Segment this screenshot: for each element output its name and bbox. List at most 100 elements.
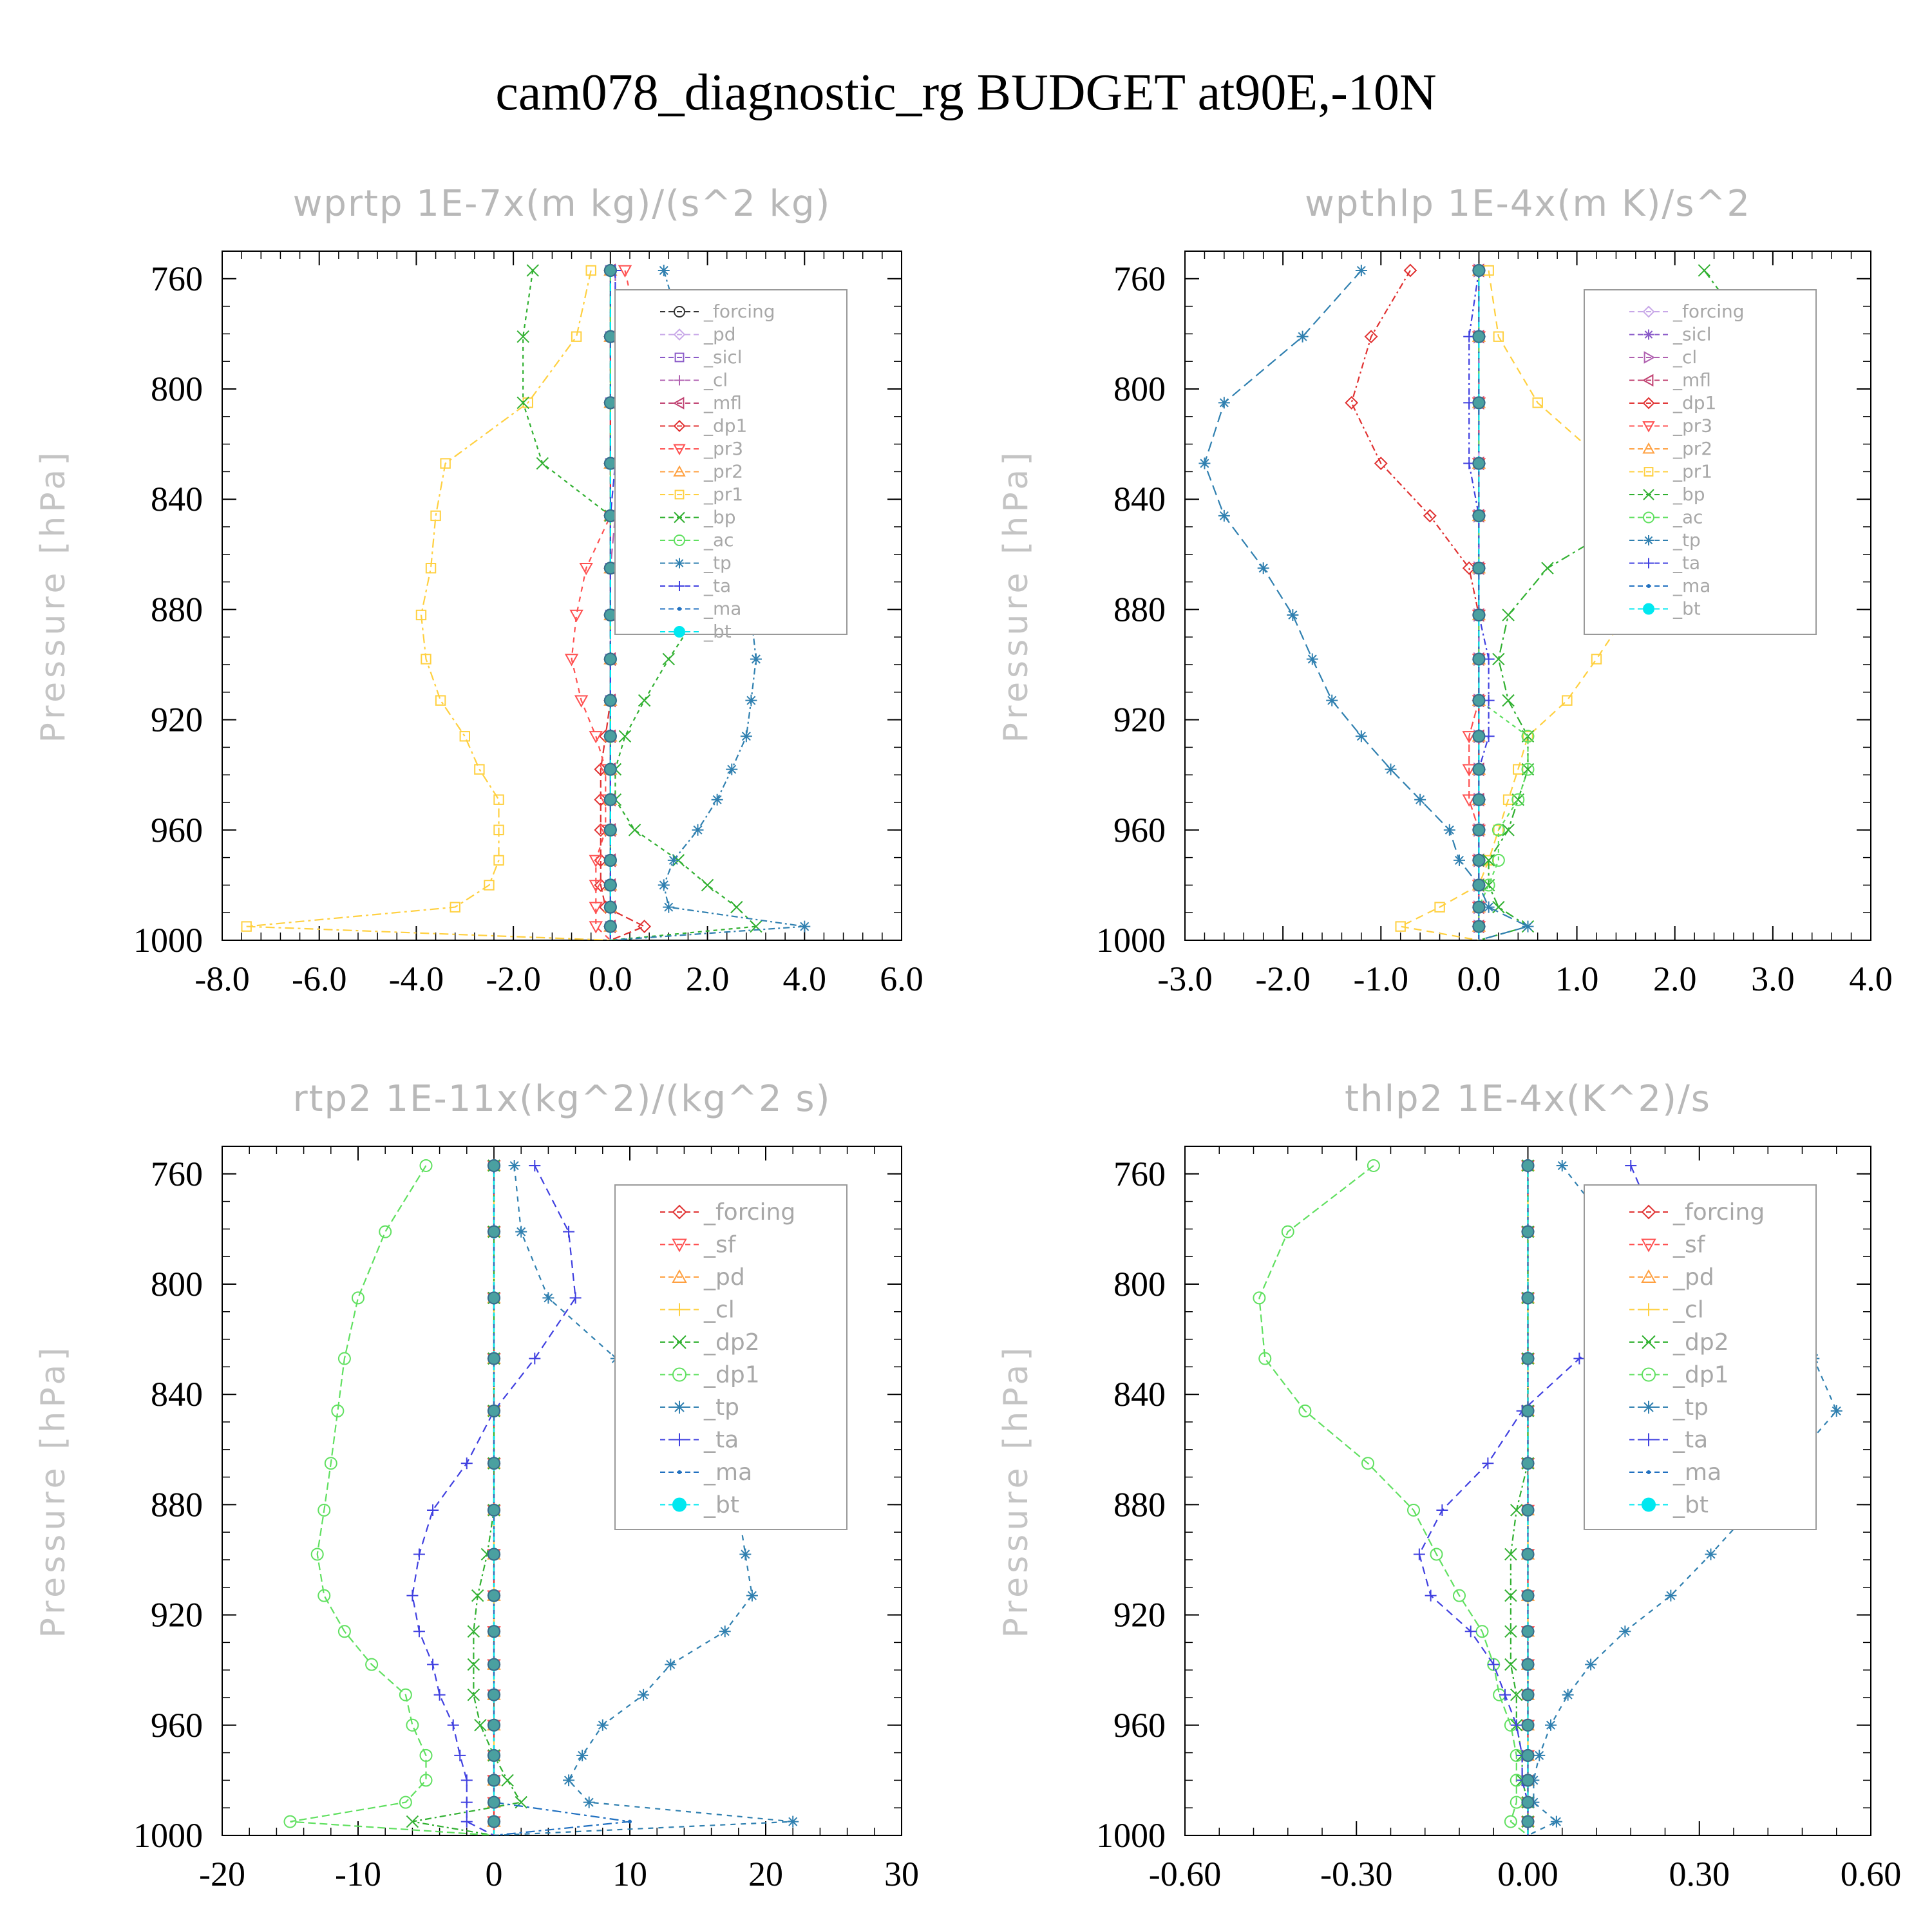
y-tick-label: 760 — [1113, 260, 1166, 298]
data-point — [419, 1748, 433, 1762]
legend-marker — [674, 535, 685, 546]
legend-marker — [672, 1238, 687, 1253]
data-point — [1504, 1658, 1517, 1671]
y-tick-label: 920 — [1113, 701, 1166, 739]
series-pr3 — [1462, 265, 1486, 940]
data-point — [638, 1689, 650, 1701]
legend-label: _cl — [703, 1297, 735, 1323]
data-point — [1306, 653, 1318, 665]
zero-point — [1521, 1159, 1535, 1172]
legend-label: _pr2 — [1672, 438, 1712, 459]
legend-item: _ma — [660, 1459, 752, 1486]
legend-marker — [1643, 467, 1654, 477]
data-point — [1430, 1548, 1443, 1561]
legend: _forcing_sicl_cl_mfl_dp1_pr3_pr2_pr1_bp_… — [1584, 289, 1817, 635]
data-point — [663, 901, 675, 913]
legend-label: _bt — [703, 1492, 739, 1519]
legend-item: _dp1 — [1629, 1362, 1729, 1388]
legend-marker — [1643, 329, 1654, 340]
data-point — [1374, 457, 1388, 470]
legend-marker — [1642, 1433, 1655, 1446]
data-point — [1510, 1719, 1522, 1731]
series-ac — [1472, 263, 1535, 940]
data-point — [1502, 694, 1515, 707]
y-tick-label: 920 — [151, 701, 203, 739]
zero-point — [1472, 263, 1486, 277]
legend-label: _bp — [1672, 484, 1705, 505]
legend-marker — [1642, 1303, 1655, 1316]
zero-point — [488, 1688, 500, 1701]
data-point — [427, 1504, 439, 1516]
zero-point — [603, 694, 617, 707]
data-point — [583, 1796, 595, 1808]
data-point — [427, 1658, 439, 1671]
data-point — [413, 1625, 425, 1638]
data-point — [460, 1774, 473, 1786]
legend-item: _tp — [1629, 1394, 1709, 1421]
zero-point — [1521, 1548, 1535, 1561]
legend-item: _tp — [1629, 529, 1701, 551]
series-line — [522, 270, 758, 940]
data-point — [529, 1159, 541, 1171]
data-point — [1345, 395, 1359, 410]
data-point — [460, 1815, 473, 1828]
legend-label: _mfl — [1672, 370, 1711, 391]
zero-point — [1472, 396, 1486, 410]
data-point — [1367, 1159, 1380, 1172]
data-point — [1395, 921, 1406, 932]
legend-item: _cl — [1629, 1297, 1704, 1323]
zero-point — [488, 1457, 500, 1470]
legend-label: _dp2 — [703, 1329, 760, 1356]
legend-label: _cl — [1672, 346, 1697, 368]
data-point — [450, 902, 460, 913]
series-ma — [492, 1163, 632, 1835]
legend-item: _cl — [660, 370, 728, 391]
data-point — [665, 1658, 677, 1671]
series-line — [600, 270, 647, 940]
legend-label: _dp2 — [1672, 1329, 1729, 1356]
y-tick-label: 760 — [1113, 1155, 1166, 1193]
data-point — [579, 563, 593, 576]
data-point — [467, 1689, 480, 1701]
legend-marker — [1641, 1269, 1656, 1283]
y-tick-label: 1000 — [1096, 1816, 1166, 1855]
data-point — [1541, 562, 1554, 574]
zero-point — [1521, 1688, 1535, 1701]
data-point — [1585, 1658, 1597, 1671]
data-point — [569, 1292, 582, 1304]
x-tick-label: -0.30 — [1320, 1855, 1392, 1893]
legend-marker — [1641, 1204, 1656, 1220]
data-point — [406, 1815, 419, 1828]
legend-marker — [673, 420, 686, 432]
zero-point — [488, 1774, 500, 1787]
data-point — [1665, 1589, 1677, 1602]
zero-point — [488, 1795, 500, 1809]
data-point — [662, 652, 675, 666]
data-point — [1619, 1625, 1631, 1638]
data-point — [1532, 397, 1543, 408]
data-point — [618, 265, 632, 278]
zero-point — [488, 1225, 500, 1238]
legend-item: _pr3 — [660, 438, 743, 459]
data-point — [1462, 764, 1476, 777]
series-group — [1198, 263, 1809, 940]
data-point — [1434, 902, 1445, 913]
data-point — [628, 1819, 632, 1824]
data-point — [421, 654, 431, 665]
data-point — [569, 609, 583, 623]
data-point — [1499, 1689, 1511, 1701]
data-point — [515, 1226, 527, 1238]
zero-point — [1521, 1718, 1535, 1732]
data-point — [542, 1292, 554, 1304]
data-point — [638, 920, 652, 934]
x-tick-label: -20 — [199, 1855, 245, 1893]
data-point — [419, 1159, 433, 1172]
legend-item: _sicl — [660, 346, 743, 368]
legend-marker — [673, 465, 686, 477]
data-point — [1830, 1405, 1842, 1417]
zero-point — [488, 1748, 500, 1762]
data-point — [430, 510, 441, 522]
legend-label: _pr1 — [703, 484, 743, 505]
legend-item: _pd — [660, 324, 736, 345]
legend-marker — [672, 1367, 687, 1382]
